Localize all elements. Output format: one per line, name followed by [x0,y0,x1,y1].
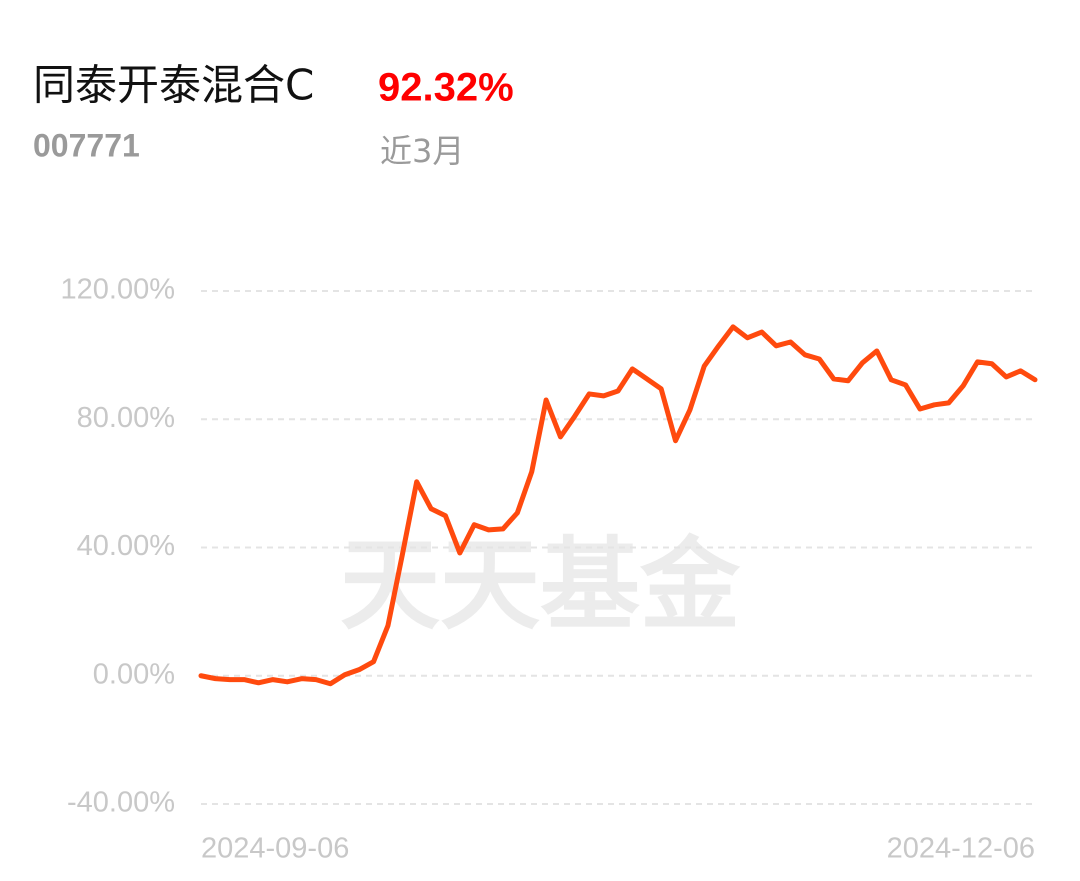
watermark: 天天基金 [340,526,741,643]
x-tick-label: 2024-12-06 [887,833,1035,865]
fund-return: 92.32% [378,66,514,110]
y-tick-label: 0.00% [93,658,175,690]
y-tick-label: -40.00% [67,787,175,819]
y-tick-label: 80.00% [77,402,175,434]
fund-name: 同泰开泰混合C [33,61,314,110]
y-tick-label: 40.00% [77,530,175,562]
x-tick-label: 2024-09-06 [201,833,349,865]
line-series [198,324,1038,687]
period-label: 近3月 [380,132,464,170]
fund-code: 007771 [33,127,140,163]
y-tick-label: 120.00% [61,274,176,306]
